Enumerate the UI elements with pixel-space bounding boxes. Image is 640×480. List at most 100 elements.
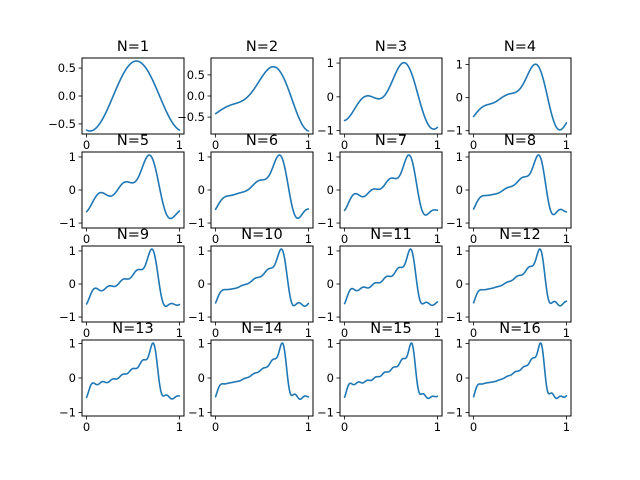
axes-frame [339, 245, 443, 323]
series-line [85, 154, 181, 220]
y-tick-label: 0 [327, 183, 334, 197]
y-tick-label: −1 [446, 310, 463, 324]
series-line [472, 248, 568, 307]
subplot-4: N=4 1 0 −1 0 1 [446, 39, 572, 152]
subplot-title: N=9 [117, 227, 149, 243]
subplot-8: N=810−10 1 [446, 133, 572, 246]
y-tick-label: 0 [456, 371, 463, 385]
y-tick-label: 0 [198, 183, 205, 197]
y-tick-label: 0 [327, 277, 334, 291]
y-tick-label: 1 [198, 336, 205, 350]
series-line [85, 60, 181, 132]
x-tick-label: 0 [341, 326, 348, 340]
y-tick-label: 1 [456, 58, 463, 72]
y-tick-label: 1 [456, 244, 463, 258]
subplot-title: N=14 [241, 321, 282, 337]
y-tick-label: 0 [456, 277, 463, 291]
series-line [214, 342, 310, 400]
subplot-7: N=7 1 0 −1 0 1 [317, 133, 443, 246]
x-tick-label: 0 [470, 232, 477, 246]
x-tick-label: 0 [470, 420, 477, 434]
x-tick-label: 1 [434, 138, 441, 152]
series-line [214, 65, 310, 132]
y-tick-label: −1 [446, 124, 463, 138]
subplot-title: N=11 [370, 227, 411, 243]
y-tick-label: 0 [327, 90, 334, 104]
subplot-9: N=910−10 1 [59, 227, 185, 340]
axes-frame [468, 151, 572, 229]
subplot-title: N=1 [117, 39, 149, 55]
axes-frame [339, 57, 443, 135]
axes-frame [468, 57, 572, 135]
series-line [343, 61, 439, 130]
subplot-title: N=15 [370, 321, 411, 337]
subplot-title: N=7 [375, 133, 407, 149]
series-line [214, 248, 310, 307]
y-tick-label: 1 [327, 244, 334, 258]
y-tick-label: 1 [456, 150, 463, 164]
y-tick-label: 0 [198, 277, 205, 291]
subplot-title: N=13 [112, 321, 153, 337]
y-tick-label: −1 [317, 124, 334, 138]
y-tick-label: 0 [69, 371, 76, 385]
y-tick-label: −1 [188, 310, 205, 324]
x-tick-label: 1 [434, 232, 441, 246]
y-tick-label: 0.5 [58, 61, 76, 75]
x-tick-label: 0 [212, 232, 219, 246]
subplot-title: N=2 [246, 39, 278, 55]
subplot-title: N=3 [375, 39, 407, 55]
y-tick-label: 0 [69, 277, 76, 291]
y-tick-label: 1 [198, 150, 205, 164]
subplot-title: N=8 [504, 133, 536, 149]
x-tick-label: 1 [305, 232, 312, 246]
y-tick-label: 1 [327, 150, 334, 164]
subplot-1: N=1 0.5 0.0 −0.5 0 1 [48, 39, 185, 152]
x-tick-label: 1 [176, 232, 183, 246]
x-tick-label: 0 [83, 232, 90, 246]
series-line [214, 154, 310, 220]
subplot-2: N=2 0.5 0.0 −0.5 0 1 [177, 39, 314, 152]
x-tick-label: 1 [176, 420, 183, 434]
y-tick-label: 0 [198, 371, 205, 385]
x-tick-label: 1 [434, 420, 441, 434]
subplot-title: N=5 [117, 133, 149, 149]
x-tick-label: 0 [83, 420, 90, 434]
subplot-title: N=16 [499, 321, 540, 337]
subplot-6: N=610−10 1 [188, 133, 314, 246]
y-tick-label: −0.5 [177, 110, 205, 124]
x-tick-label: 0 [470, 326, 477, 340]
series-line [85, 248, 181, 308]
axes-frame [210, 57, 314, 135]
series-line [472, 154, 568, 216]
y-tick-label: −1 [317, 310, 334, 324]
x-tick-label: 0 [341, 232, 348, 246]
series-line [472, 342, 568, 400]
y-tick-label: 0.0 [58, 89, 76, 103]
y-tick-label: −1 [59, 406, 76, 420]
axes-frame [81, 245, 185, 323]
y-tick-label: 1 [327, 56, 334, 70]
x-tick-label: 0 [470, 138, 477, 152]
x-tick-label: 1 [305, 420, 312, 434]
axes-frame [210, 245, 314, 323]
y-tick-label: −1 [188, 406, 205, 420]
subplot-3: N=3 1 0 −1 0 1 [317, 39, 443, 152]
y-tick-label: 1 [69, 150, 76, 164]
y-tick-label: 1 [327, 336, 334, 350]
y-tick-label: 0 [456, 91, 463, 105]
y-tick-label: −1 [317, 216, 334, 230]
y-tick-label: −1 [59, 216, 76, 230]
x-tick-label: 1 [563, 420, 570, 434]
series-line [343, 248, 439, 307]
y-tick-label: −1 [446, 406, 463, 420]
x-tick-label: 0 [83, 138, 90, 152]
x-tick-label: 0 [212, 420, 219, 434]
y-tick-label: 1 [69, 244, 76, 258]
y-tick-label: 1 [456, 336, 463, 350]
y-tick-label: −0.5 [48, 117, 76, 131]
